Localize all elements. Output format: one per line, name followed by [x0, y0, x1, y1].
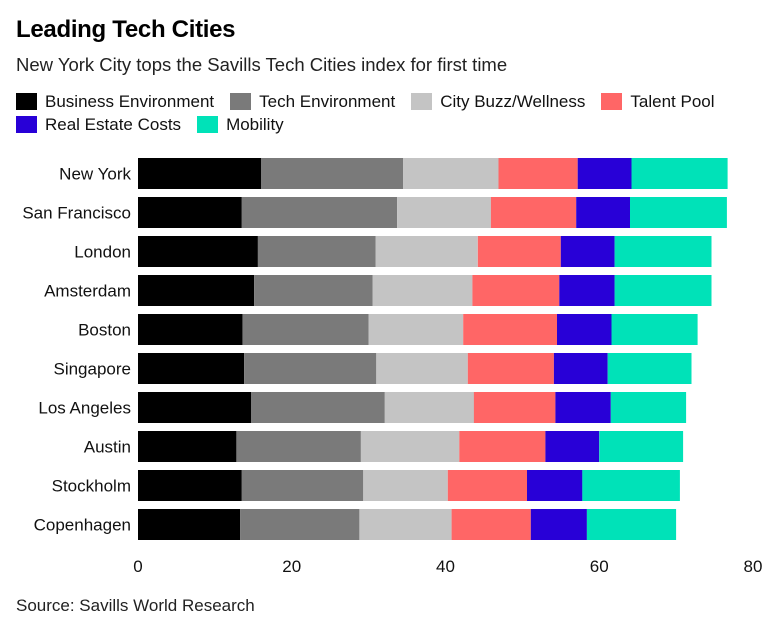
bar-segment: [244, 353, 377, 384]
x-tick-label: 80: [744, 557, 763, 576]
bar-segment: [467, 353, 554, 384]
bar-segment: [251, 392, 385, 423]
bar-segment: [241, 197, 398, 228]
legend-label: Real Estate Costs: [45, 114, 182, 134]
bar-segment: [607, 353, 692, 384]
legend-label: Talent Pool: [630, 91, 715, 111]
bar-segment: [257, 236, 376, 267]
bar-segment: [530, 509, 587, 540]
legend-label: City Buzz/Wellness: [440, 91, 586, 111]
category-label: Copenhagen: [34, 516, 131, 535]
bar-segment: [447, 470, 527, 501]
legend-swatch: [411, 93, 433, 110]
x-tick-label: 0: [133, 557, 142, 576]
category-label: Boston: [78, 321, 131, 340]
bar-segment: [477, 236, 561, 267]
bar-segment: [372, 275, 473, 306]
legend-swatch: [16, 93, 37, 110]
bar-segment: [473, 392, 556, 423]
bar-segment: [463, 314, 557, 345]
bar-segment: [527, 470, 583, 501]
bar-segment: [586, 509, 677, 540]
legend-item: City Buzz/Wellness: [411, 90, 585, 113]
bar-segment: [138, 275, 255, 306]
bar-segment: [138, 197, 242, 228]
bar-segment: [630, 197, 727, 228]
bar-segment: [242, 314, 369, 345]
bar-segment: [359, 509, 452, 540]
legend-swatch: [601, 93, 623, 110]
legend-label: Tech Environment: [259, 91, 396, 111]
legend-item: Tech Environment: [230, 90, 395, 113]
legend-label: Mobility: [226, 114, 284, 134]
legend-swatch: [197, 116, 219, 133]
category-label: Singapore: [53, 360, 131, 379]
bar-segment: [240, 509, 360, 540]
bar-segment: [599, 431, 684, 462]
bar-segment: [138, 509, 241, 540]
bar-segment: [582, 470, 680, 501]
bar-segment: [138, 158, 261, 189]
legend-label: Business Environment: [45, 91, 215, 111]
bar-segment: [557, 314, 612, 345]
bar-segment: [490, 197, 577, 228]
x-tick-label: 60: [590, 557, 609, 576]
bar-segment: [384, 392, 474, 423]
bar-segment: [138, 314, 243, 345]
bar-segment: [610, 392, 687, 423]
bar-segment: [138, 353, 245, 384]
bar-segment: [498, 158, 578, 189]
category-label: New York: [59, 165, 131, 184]
chart-title: Leading Tech Cities: [16, 16, 236, 43]
legend-swatch: [230, 93, 252, 110]
bar-segment: [375, 236, 478, 267]
x-tick-label: 20: [282, 557, 301, 576]
bar-segment: [254, 275, 373, 306]
category-label: San Francisco: [22, 204, 131, 223]
bar-segment: [241, 470, 364, 501]
bar-segment: [631, 158, 728, 189]
bar-segment: [459, 431, 546, 462]
bar-segment: [611, 314, 698, 345]
legend-item: Talent Pool: [601, 90, 715, 113]
bar-segment: [397, 197, 491, 228]
category-label: Stockholm: [52, 477, 131, 496]
category-label: London: [74, 243, 131, 262]
bar-segment: [576, 197, 630, 228]
bar-segment: [555, 392, 611, 423]
bar-segment: [376, 353, 468, 384]
bar-segment: [577, 158, 632, 189]
bar-segment: [138, 236, 258, 267]
bar-segment: [614, 275, 712, 306]
bar-segment: [472, 275, 560, 306]
legend-item: Business Environment: [16, 90, 214, 113]
legend-item: Real Estate Costs: [16, 113, 181, 136]
category-label: Los Angeles: [38, 399, 131, 418]
category-label: Austin: [84, 438, 131, 457]
bar-segment: [614, 236, 712, 267]
legend-item: Mobility: [197, 113, 284, 136]
bar-segment: [403, 158, 499, 189]
bar-segment: [138, 470, 242, 501]
x-tick-label: 40: [436, 557, 455, 576]
bar-segment: [559, 275, 615, 306]
bar-segment: [363, 470, 448, 501]
chart-subtitle: New York City tops the Savills Tech Citi…: [16, 54, 508, 75]
bar-segment: [236, 431, 361, 462]
bar-segment: [368, 314, 464, 345]
bar-segment: [545, 431, 600, 462]
bar-segment: [553, 353, 608, 384]
bar-segment: [138, 392, 251, 423]
source-note: Source: Savills World Research: [16, 596, 255, 615]
bar-segment: [138, 431, 237, 462]
bar-segment: [451, 509, 531, 540]
legend-swatch: [16, 116, 37, 133]
bar-segment: [360, 431, 460, 462]
bar-segment: [560, 236, 615, 267]
category-label: Amsterdam: [44, 282, 131, 301]
bar-segment: [261, 158, 404, 189]
legend: Business Environment Tech Environment City…: [16, 90, 766, 136]
